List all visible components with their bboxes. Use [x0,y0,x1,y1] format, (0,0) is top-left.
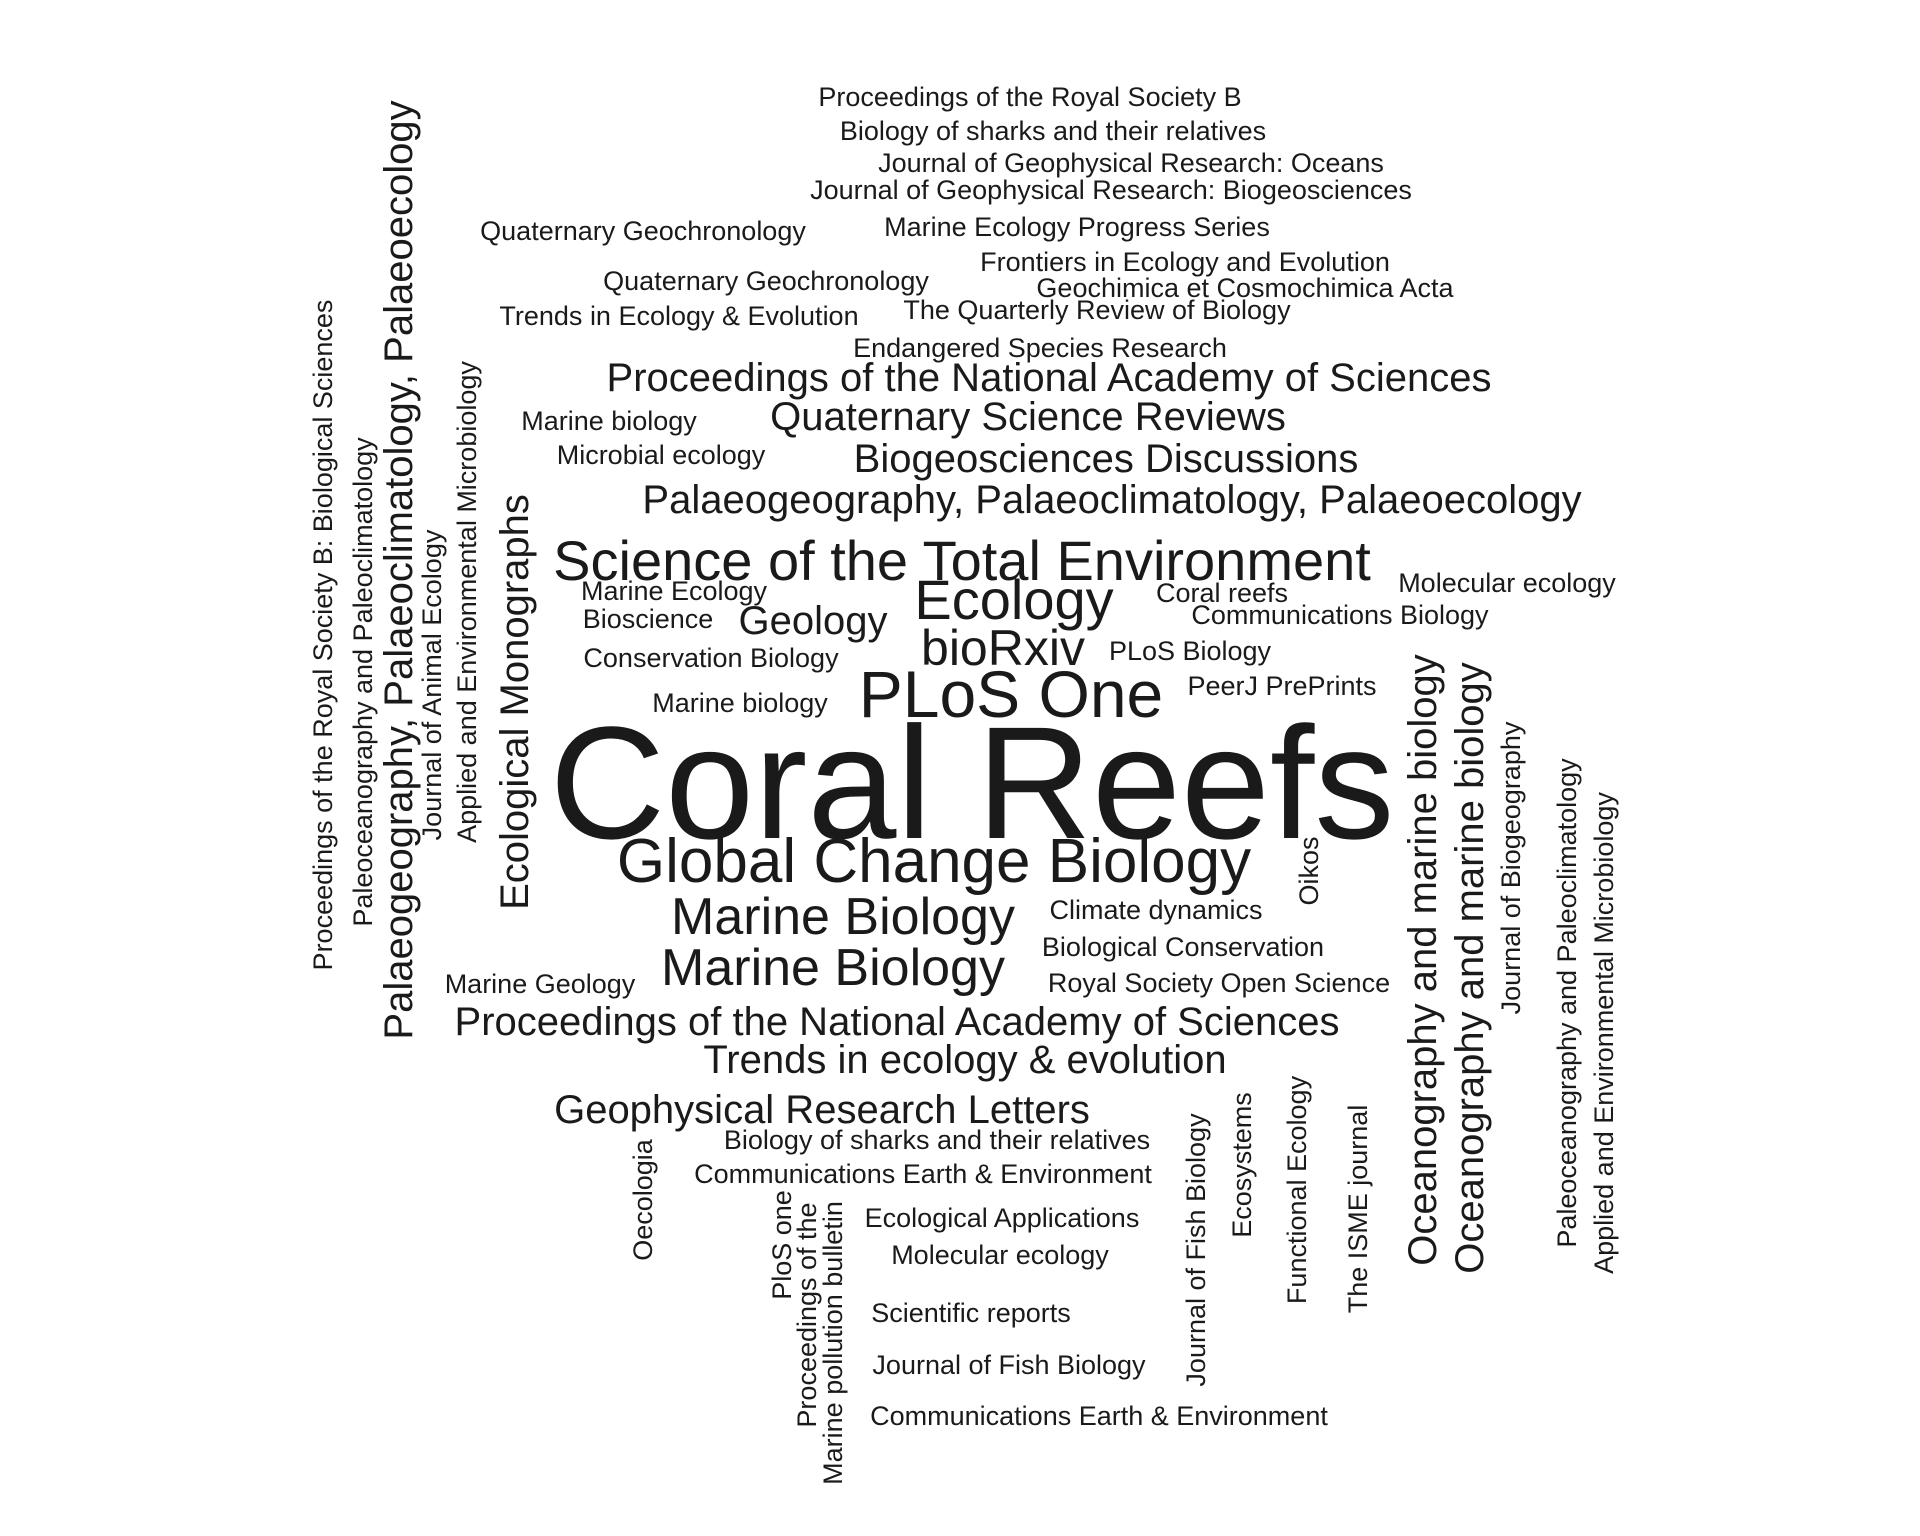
word: Communications Earth & Environment [694,1159,1152,1189]
word: Trends in Ecology & Evolution [499,301,858,331]
word-vertical: Proceedings of the [792,1202,822,1427]
word-vertical: Ecological Monographs [493,494,537,910]
word: Quaternary Geochronology [480,216,806,246]
word-vertical: Ecosystems [1227,1092,1257,1238]
word: Proceedings of the National Academy of S… [607,356,1492,400]
word: bioRxiv [921,620,1085,676]
word: Quaternary Science Reviews [770,395,1286,439]
word-vertical: PloS one [767,1190,797,1300]
word-vertical: Journal of Biogeography [1496,721,1526,1014]
word: Biology of sharks and their relatives [840,116,1266,146]
word: Molecular ecology [891,1240,1109,1270]
word: Biology of sharks and their relatives [724,1125,1150,1155]
word: Bioscience [583,604,714,634]
word: Geophysical Research Letters [554,1088,1090,1132]
word-vertical: Oikos [1294,836,1324,905]
word: Global Change Biology [617,827,1251,896]
word: Journal of Fish Biology [872,1350,1146,1380]
word: Molecular ecology [1398,568,1616,598]
word: Geology [739,599,888,643]
word-vertical: Palaeogeography, Palaeoclimatology, Pala… [377,100,421,1039]
word: Journal of Geophysical Research: Oceans [878,148,1384,178]
word: Coral Reefs [550,693,1395,872]
word-vertical: Oecologia [628,1138,658,1261]
word: Marine biology [652,688,828,718]
word-vertical: Paleoceanography and Paleoclimatology [348,437,378,927]
word: Communications Earth & Environment [870,1401,1328,1431]
word-vertical: Proceedings of the Royal Society B: Biol… [308,300,338,971]
word: Biogeosciences Discussions [854,437,1359,481]
word-vertical: Functional Ecology [1282,1075,1312,1304]
word: Marine Ecology Progress Series [884,212,1270,242]
word-vertical: Oceanography and marine biology [1401,654,1445,1266]
word-vertical: Applied and Environmental Microbiology [1589,792,1619,1274]
word-vertical: Marine pollution bulletin [818,1201,848,1485]
word: Palaeogeography, Palaeoclimatology, Pala… [642,478,1581,522]
word: Frontiers in Ecology and Evolution [980,247,1390,277]
word: PeerJ PrePrints [1187,671,1376,701]
word: Marine Geology [445,969,636,999]
word-vertical: Journal of Animal Ecology [417,529,447,840]
word: Conservation Biology [583,643,839,673]
word: Marine Ecology [581,576,768,606]
word: Marine Biology [671,888,1015,946]
word: Marine Biology [661,939,1005,997]
word: Science of the Total Environment [553,529,1371,592]
word: Microbial ecology [557,440,766,470]
word: The Quarterly Review of Biology [903,295,1291,325]
word: Endangered Species Research [853,333,1227,363]
word: Communications Biology [1191,600,1489,630]
word: Coral reefs [1156,578,1288,608]
word: Biological Conservation [1042,932,1324,962]
word: Royal Society Open Science [1048,968,1390,998]
word: Ecology [914,568,1113,631]
word-vertical: Oceanography and marine biology [1448,662,1492,1274]
word: Proceedings of the National Academy of S… [455,1000,1340,1044]
word-vertical: Paleoceanography and Paleoclimatology [1552,758,1582,1248]
word: PLoS One [859,657,1164,731]
word-vertical: Journal of Fish Biology [1181,1113,1211,1387]
word: Proceedings of the Royal Society B [818,82,1241,112]
word: Geochimica et Cosmochimica Acta [1036,273,1454,303]
word: Ecological Applications [865,1203,1140,1233]
word-vertical: Applied and Environmental Microbiology [452,361,482,843]
word-vertical: The ISME journal [1343,1105,1373,1314]
word: Quaternary Geochronology [603,266,929,296]
word: Climate dynamics [1049,895,1262,925]
word: Marine biology [521,406,697,436]
word: PLoS Biology [1109,636,1272,666]
word: Trends in ecology & evolution [703,1038,1226,1082]
word: Journal of Geophysical Research: Biogeos… [810,175,1412,205]
word: Scientific reports [871,1298,1071,1328]
